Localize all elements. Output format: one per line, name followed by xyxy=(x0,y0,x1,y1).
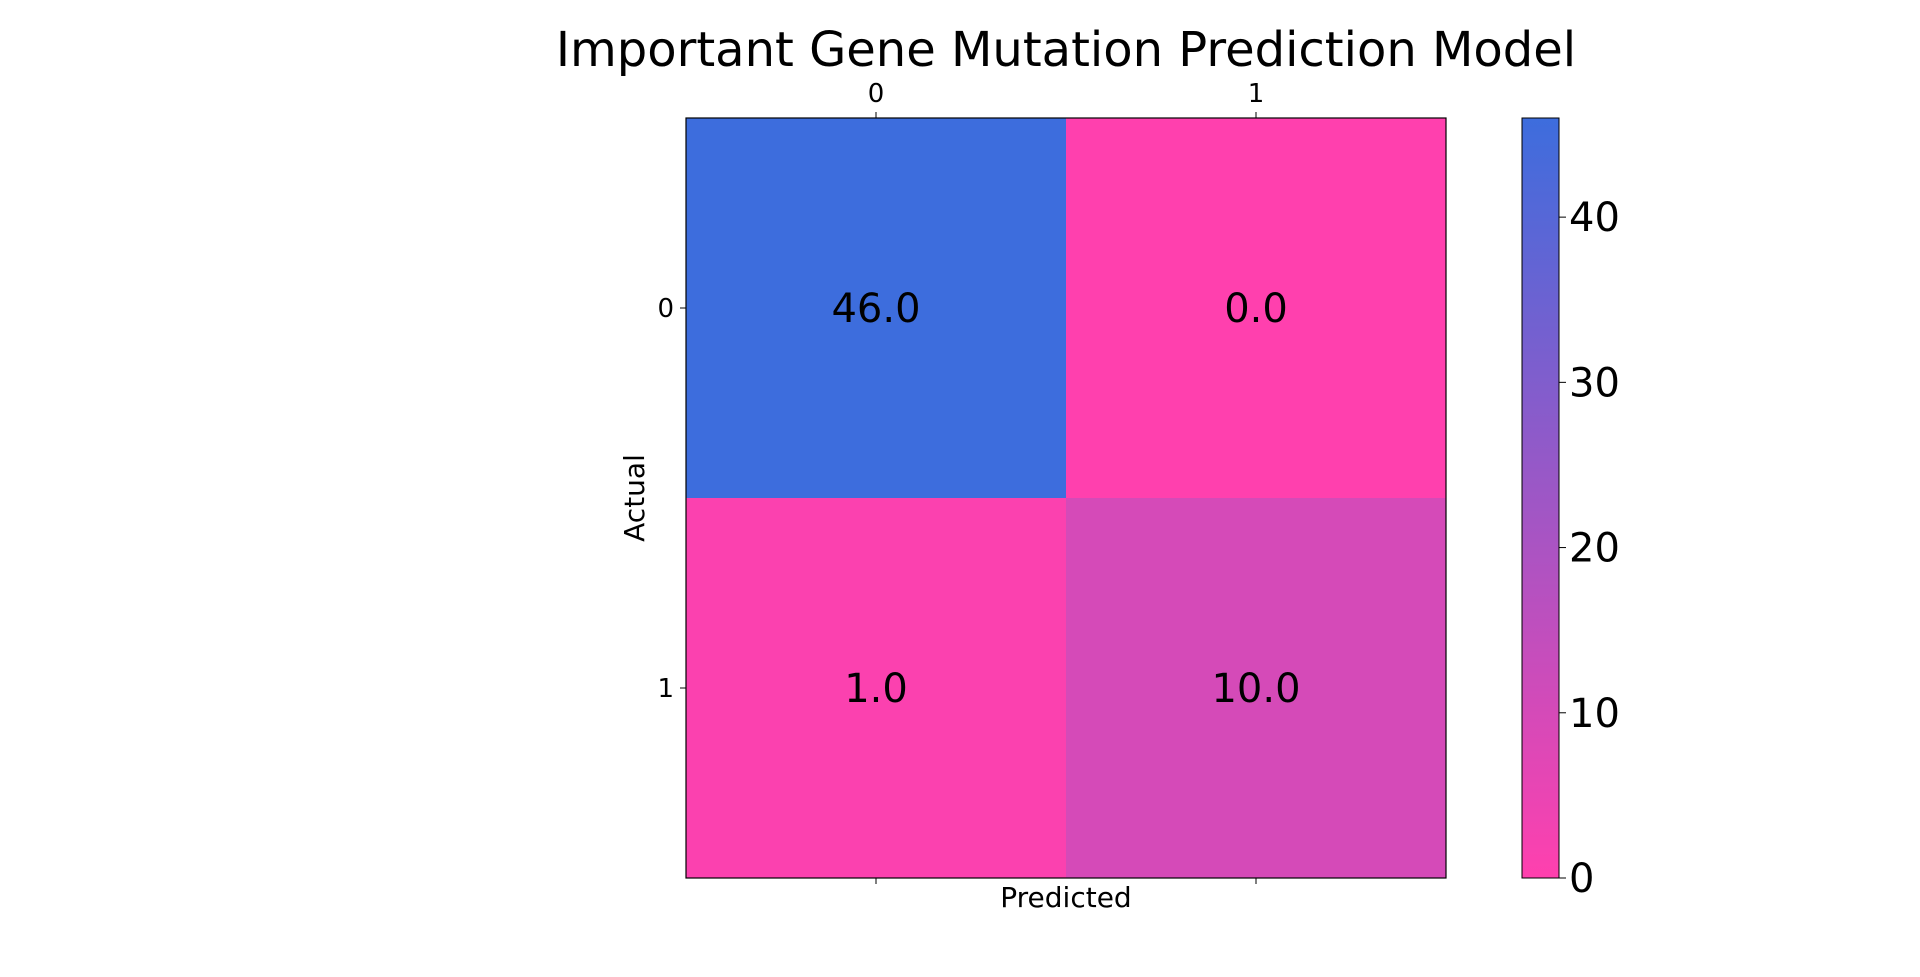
cell-label-r1-c1: 10.0 xyxy=(1211,666,1300,712)
y-axis-label: Actual xyxy=(618,454,651,542)
colorbar-tick-label-3: 30 xyxy=(1569,360,1620,406)
heatmap-cells xyxy=(686,118,1446,878)
colorbar-ticks: 0 10 20 30 40 xyxy=(1559,195,1620,902)
colorbar-tick-label-2: 20 xyxy=(1569,526,1620,572)
heatmap-cell-r0-c0 xyxy=(686,118,1066,498)
x-axis-label: Predicted xyxy=(1000,881,1131,914)
colorbar-tick-label-4: 40 xyxy=(1569,195,1620,241)
y-axis-ticks: 01 xyxy=(657,294,686,704)
plot-frame xyxy=(685,117,1447,879)
chart-title: Important Gene Mutation Prediction Model xyxy=(556,22,1576,78)
x-tick-label-1: 1 xyxy=(1248,79,1265,109)
heatmap-cell-r1-c0 xyxy=(686,498,1066,878)
colorbar-tick-label-0: 0 xyxy=(1569,856,1594,902)
y-tick-label-1: 1 xyxy=(657,674,674,704)
cell-label-r0-c0: 46.0 xyxy=(831,286,920,332)
x-tick-label-0: 0 xyxy=(868,79,885,109)
heatmap-cell-r0-c1 xyxy=(1066,118,1446,498)
cell-label-r1-c0: 1.0 xyxy=(844,666,908,712)
heatmap-cell-labels: 46.0 0.0 1.0 10.0 xyxy=(831,286,1300,712)
colorbar-tick-label-1: 10 xyxy=(1569,691,1620,737)
cell-label-r0-c1: 0.0 xyxy=(1224,286,1288,332)
colorbar xyxy=(1521,117,1560,879)
heatmap-cell-r1-c1 xyxy=(1066,498,1446,878)
y-tick-label-0: 0 xyxy=(657,294,674,324)
